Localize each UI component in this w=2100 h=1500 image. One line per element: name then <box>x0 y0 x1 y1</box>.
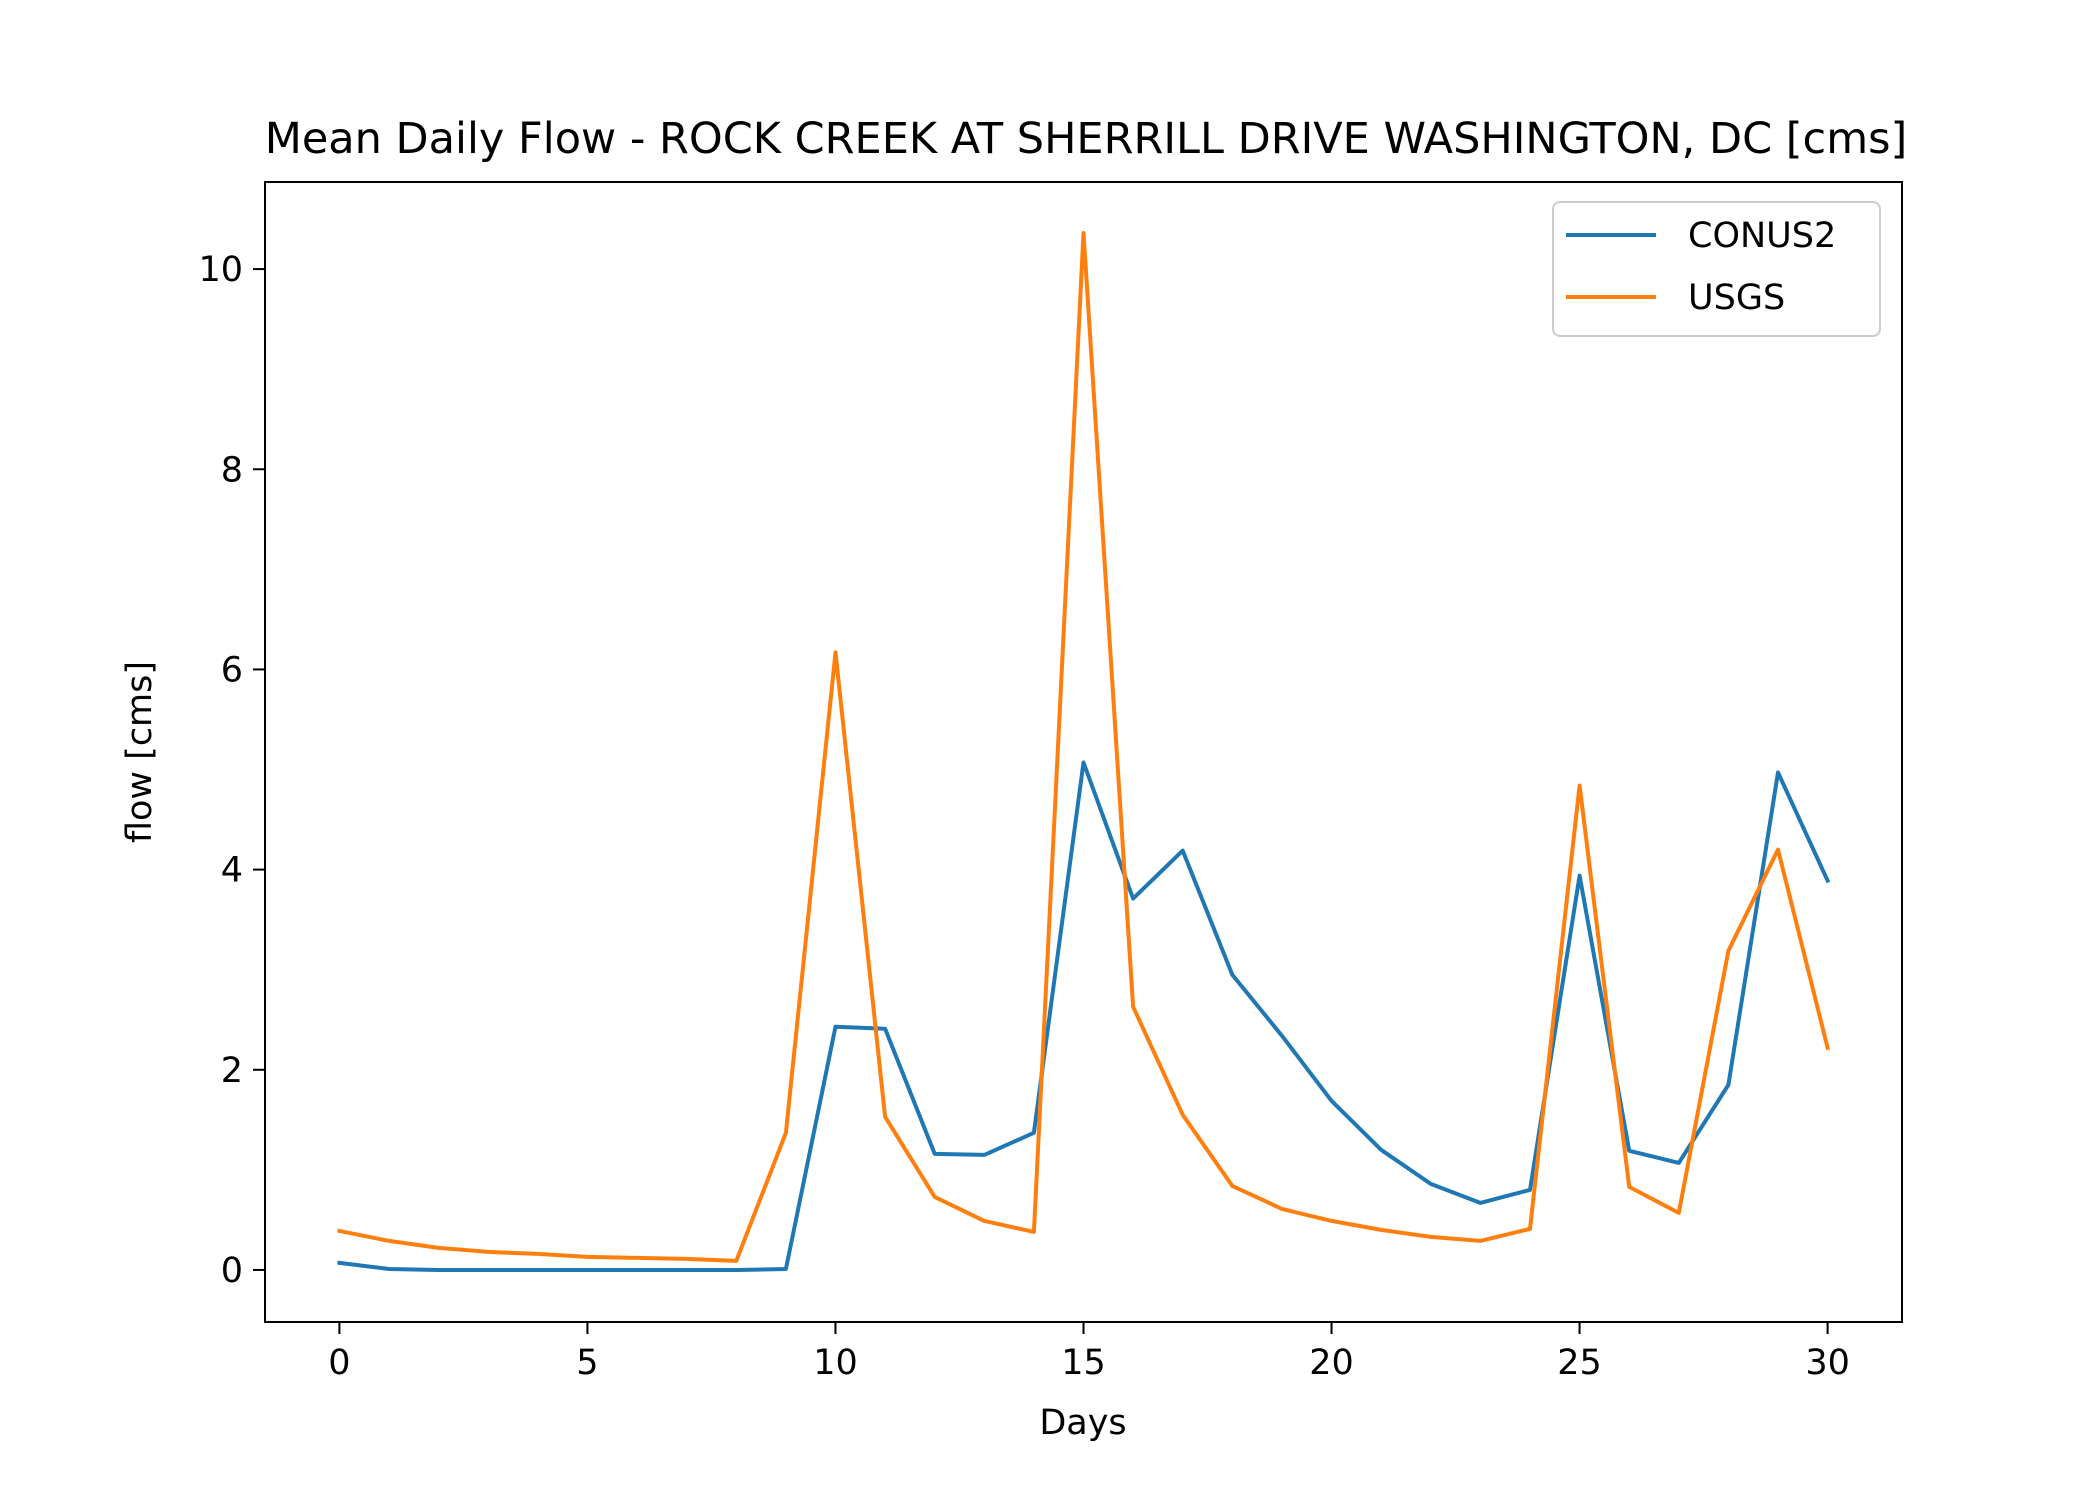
plot-frame <box>264 181 1903 1323</box>
x-tick-label: 5 <box>576 1343 598 1383</box>
x-axis-ticks: 0 5 10 15 20 25 30 <box>328 1322 1850 1383</box>
y-tick-label: 2 <box>221 1051 243 1091</box>
y-tick-label: 8 <box>221 450 243 490</box>
x-tick-label: 30 <box>1805 1343 1850 1383</box>
y-axis-label: flow [cms] <box>120 661 160 843</box>
legend-label-usgs: USGS <box>1688 278 1785 318</box>
plot-lines <box>337 231 1831 1272</box>
y-axis-ticks: 0 2 4 6 8 10 <box>198 250 265 1291</box>
x-tick-label: 0 <box>328 1343 350 1383</box>
legend-label-conus2: CONUS2 <box>1688 216 1836 256</box>
x-tick-label: 10 <box>813 1343 858 1383</box>
series-line-conus2 <box>337 760 1831 1272</box>
x-tick-label: 15 <box>1061 1343 1106 1383</box>
y-tick-label: 4 <box>221 851 243 891</box>
x-axis-label: Days <box>1039 1403 1126 1443</box>
x-tick-label: 20 <box>1309 1343 1354 1383</box>
y-tick-label: 6 <box>221 650 243 690</box>
series-line-usgs <box>337 231 1831 1263</box>
y-tick-label: 0 <box>221 1251 243 1291</box>
chart-title: Mean Daily Flow - ROCK CREEK AT SHERRILL… <box>265 114 1908 164</box>
x-tick-label: 25 <box>1557 1343 1602 1383</box>
y-tick-label: 10 <box>198 250 243 290</box>
legend: CONUS2 USGS <box>1552 201 1881 337</box>
